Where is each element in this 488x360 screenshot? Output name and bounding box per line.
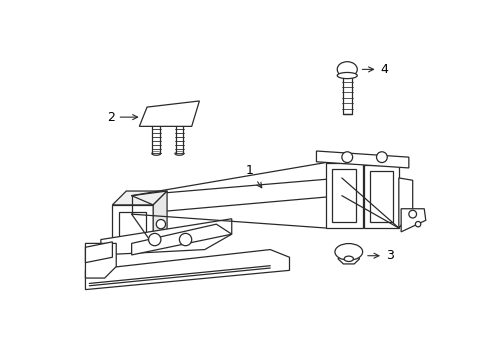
- Polygon shape: [325, 163, 362, 228]
- Polygon shape: [331, 169, 356, 222]
- Text: 4: 4: [362, 63, 387, 76]
- Polygon shape: [112, 191, 167, 205]
- Polygon shape: [153, 191, 167, 245]
- Polygon shape: [85, 249, 289, 289]
- Text: 2: 2: [106, 111, 137, 123]
- Text: 3: 3: [367, 249, 393, 262]
- Polygon shape: [101, 219, 231, 255]
- Ellipse shape: [344, 256, 353, 261]
- Polygon shape: [369, 171, 392, 222]
- Polygon shape: [85, 243, 116, 278]
- Ellipse shape: [334, 244, 362, 260]
- Circle shape: [148, 233, 161, 246]
- Polygon shape: [131, 224, 231, 255]
- Ellipse shape: [337, 62, 357, 77]
- Text: 1: 1: [245, 164, 261, 188]
- Polygon shape: [112, 205, 153, 245]
- Circle shape: [414, 221, 420, 227]
- Circle shape: [376, 152, 386, 163]
- Polygon shape: [337, 254, 359, 264]
- Polygon shape: [400, 209, 425, 232]
- Polygon shape: [131, 178, 341, 214]
- Polygon shape: [119, 212, 146, 238]
- Polygon shape: [364, 165, 398, 228]
- Polygon shape: [398, 178, 412, 228]
- Circle shape: [341, 152, 352, 163]
- Ellipse shape: [337, 72, 357, 78]
- Circle shape: [179, 233, 191, 246]
- Circle shape: [156, 220, 165, 229]
- Polygon shape: [85, 242, 112, 263]
- Polygon shape: [342, 76, 351, 114]
- Polygon shape: [139, 101, 199, 126]
- Circle shape: [408, 210, 416, 218]
- Polygon shape: [316, 151, 408, 168]
